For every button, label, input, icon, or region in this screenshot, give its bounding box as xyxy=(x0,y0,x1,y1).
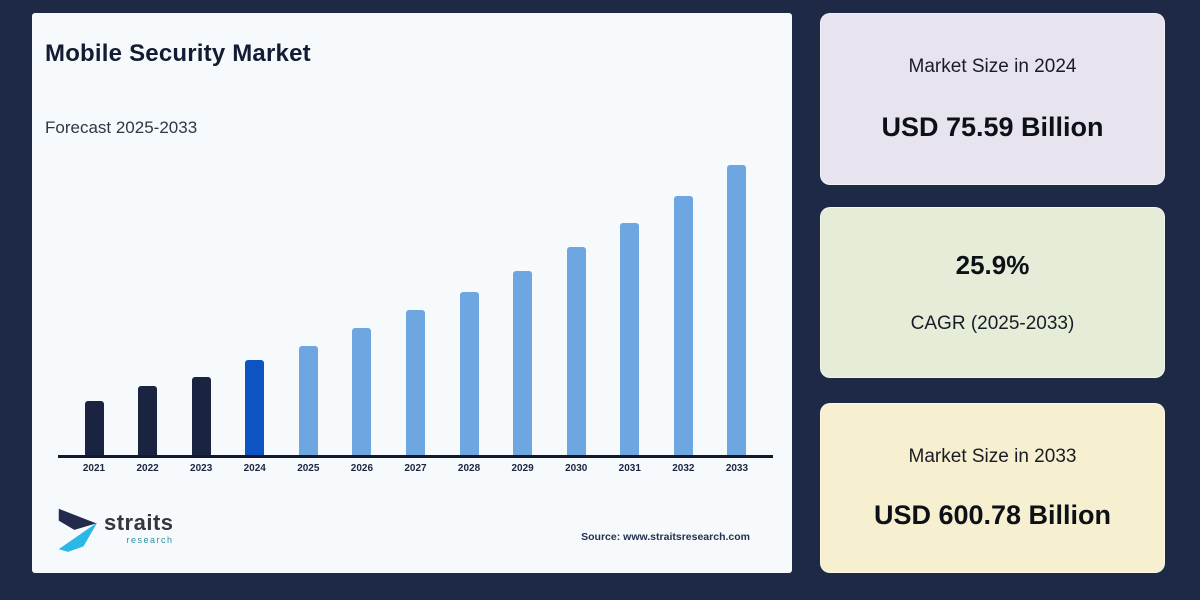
bar-column-2033 xyxy=(717,165,757,455)
bar-2021 xyxy=(84,401,104,455)
bar-2028 xyxy=(459,292,479,455)
bar-column-2025 xyxy=(288,165,328,455)
x-label-2022: 2022 xyxy=(136,462,159,474)
bar-2033 xyxy=(727,165,747,455)
stat-card-market-size-2024: Market Size in 2024 USD 75.59 Billion xyxy=(820,13,1165,185)
bar-2026 xyxy=(352,327,372,455)
bar-chart: 2021 2022 2023 2024 2025 2026 2027 2028 2029 2030… xyxy=(58,165,773,474)
bar-column-2022 xyxy=(128,165,168,455)
forecast-range-label: Forecast 2025-2033 xyxy=(45,118,198,137)
bar-column-2021 xyxy=(74,165,114,455)
source-attribution: Source: www.straitsresearch.com xyxy=(581,531,750,543)
page-title: Mobile Security Market xyxy=(45,40,311,67)
bar-2031 xyxy=(620,223,640,455)
bar-2022 xyxy=(138,385,158,455)
x-label-2025: 2025 xyxy=(297,462,320,474)
stat-value-cagr: 25.9% xyxy=(955,250,1030,280)
x-axis-line xyxy=(58,455,773,458)
bar-column-2024 xyxy=(235,165,275,455)
stat-label-cagr: CAGR (2025-2033) xyxy=(910,313,1075,334)
straits-research-logo: straits research xyxy=(56,503,174,553)
logo-wordmark: straits xyxy=(104,509,174,535)
stat-cards: Market Size in 2024 USD 75.59 Billion 25… xyxy=(820,13,1165,573)
bar-column-2028 xyxy=(449,165,489,455)
bar-column-2029 xyxy=(503,165,543,455)
chart-panel: Mobile Security Market Forecast 2025-203… xyxy=(32,13,792,573)
bar-2024 xyxy=(245,359,265,455)
x-label-2026: 2026 xyxy=(350,462,374,474)
bar-column-2023 xyxy=(181,165,221,455)
bar-column-2026 xyxy=(342,165,382,455)
logo-subtext: research xyxy=(126,534,174,545)
bar-column-2031 xyxy=(610,165,650,455)
bar-2029 xyxy=(513,271,533,455)
x-label-2029: 2029 xyxy=(511,462,534,474)
x-label-2021: 2021 xyxy=(82,462,106,474)
bars-row xyxy=(58,165,773,455)
x-label-2030: 2030 xyxy=(565,462,588,474)
stat-card-market-size-2033: Market Size in 2033 USD 600.78 Billion xyxy=(820,403,1165,573)
bar-column-2027 xyxy=(395,165,435,455)
bar-2030 xyxy=(566,247,586,455)
x-label-2031: 2031 xyxy=(618,462,641,474)
x-label-2033: 2033 xyxy=(725,462,749,474)
stat-card-cagr: 25.9% CAGR (2025-2033) xyxy=(820,207,1165,378)
x-axis-labels: 2021 2022 2023 2024 2025 2026 2027 2028 2029 2030… xyxy=(58,463,773,474)
straits-arrow-icon xyxy=(56,503,100,553)
stat-label-2033: Market Size in 2033 xyxy=(908,445,1077,467)
bar-column-2030 xyxy=(556,165,596,455)
x-label-2032: 2032 xyxy=(672,462,695,474)
stat-value-2024: USD 75.59 Billion xyxy=(881,111,1104,142)
stat-value-2033: USD 600.78 Billion xyxy=(873,499,1112,530)
bar-2027 xyxy=(405,310,425,455)
x-label-2028: 2028 xyxy=(457,462,481,474)
bar-2023 xyxy=(191,377,211,455)
bar-column-2032 xyxy=(663,165,703,455)
logo-text: straits research xyxy=(104,509,174,545)
x-label-2023: 2023 xyxy=(190,462,213,474)
x-label-2024: 2024 xyxy=(243,462,266,474)
x-label-2027: 2027 xyxy=(404,462,427,474)
bar-2032 xyxy=(673,196,693,455)
bar-2025 xyxy=(298,345,318,455)
stat-label-2024: Market Size in 2024 xyxy=(908,55,1077,77)
